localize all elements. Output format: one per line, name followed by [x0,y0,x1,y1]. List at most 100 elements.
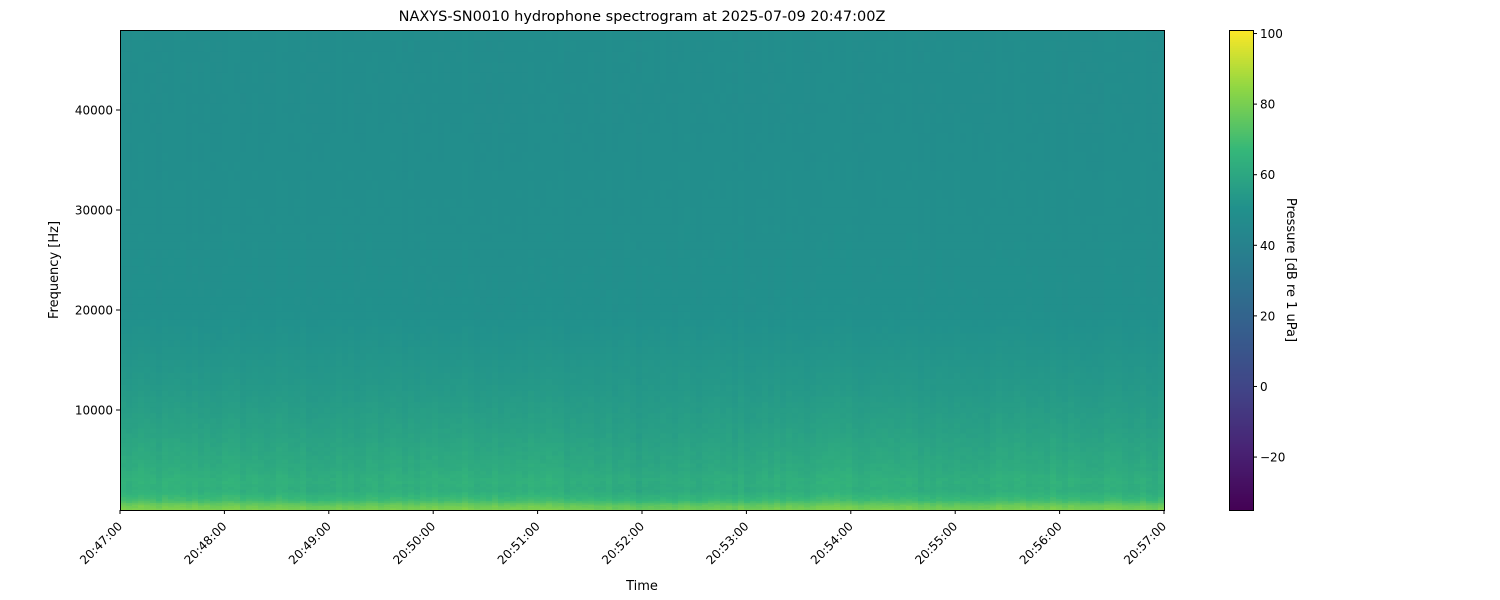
heatmap-cell [264,446,271,452]
heatmap-cell [1002,502,1009,505]
heatmap-cell [432,446,439,452]
heatmap-cell [966,508,973,510]
heatmap-cell [912,473,919,478]
heatmap-cell [528,504,535,507]
heatmap-cell [1158,486,1165,490]
heatmap-cell [636,486,643,490]
heatmap-cell [1158,459,1165,464]
heatmap-cell [1146,483,1153,488]
heatmap-cell [960,480,967,485]
heatmap-cell [858,506,865,509]
heatmap-cell [1038,500,1045,503]
heatmap-cell [690,466,697,472]
heatmap-cell [306,498,313,502]
heatmap-cell [786,505,793,508]
heatmap-cell [522,483,529,488]
heatmap-cell [966,498,973,502]
heatmap-cell [408,496,415,500]
heatmap-cell [1008,508,1015,510]
heatmap-cell [906,496,913,500]
heatmap-cell [576,466,583,472]
heatmap-cell [642,500,649,503]
heatmap-cell [354,494,361,498]
heatmap-cell [552,486,559,490]
heatmap-cell [270,508,277,510]
heatmap-cell [828,470,835,475]
heatmap-cell [948,494,955,498]
heatmap-cell [756,473,763,478]
heatmap-cell [768,486,775,490]
heatmap-cell [1128,494,1135,498]
heatmap-cell [660,505,667,508]
heatmap-cell [636,496,643,500]
heatmap-cell [540,446,547,452]
heatmap-cell [150,455,157,460]
heatmap-cell [144,496,151,500]
heatmap-cell [462,491,469,495]
heatmap-cell [348,496,355,500]
heatmap-cell [696,498,703,502]
heatmap-cell [744,437,751,443]
heatmap-cell [588,507,595,510]
heatmap-cell [774,459,781,464]
heatmap-cell [528,508,535,510]
heatmap-cell [978,437,985,443]
heatmap-cell [1128,491,1135,495]
heatmap-cell [996,473,1003,478]
heatmap-cell [528,506,535,509]
heatmap-cell [906,507,913,510]
heatmap-cell [990,506,997,509]
heatmap-cell [1008,504,1015,507]
heatmap-cell [840,473,847,478]
heatmap-cell [1044,473,1051,478]
heatmap-cell [702,470,709,475]
heatmap-cell [276,437,283,443]
heatmap-cell [954,508,961,510]
heatmap-cell [486,508,493,510]
heatmap-cell [378,466,385,472]
heatmap-cell [402,489,409,493]
heatmap-cell [888,496,895,500]
heatmap-cell [876,480,883,485]
heatmap-cell [840,450,847,456]
heatmap-cell [132,437,139,443]
heatmap-cell [768,480,775,485]
heatmap-cell [450,432,457,439]
heatmap-cell [798,508,805,510]
heatmap-cell [558,473,565,478]
heatmap-cell [978,500,985,503]
heatmap-cell [672,480,679,485]
heatmap-cell [168,480,175,485]
heatmap-cell [390,455,397,460]
heatmap-cell [420,508,427,510]
heatmap-cell [492,506,499,509]
heatmap-cell [1080,496,1087,500]
heatmap-cell [564,480,571,485]
heatmap-cell [990,507,997,510]
heatmap-cell [240,504,247,507]
heatmap-cell [180,455,187,460]
heatmap-cell [942,483,949,488]
heatmap-cell [480,483,487,488]
heatmap-cell [180,470,187,475]
heatmap-cell [876,507,883,510]
heatmap-cell [822,494,829,498]
heatmap-cell [714,498,721,502]
heatmap-cell [126,455,133,460]
heatmap-cell [660,455,667,460]
heatmap-cell [156,450,163,456]
heatmap-cell [870,486,877,490]
heatmap-cell [474,473,481,478]
heatmap-cell [636,489,643,493]
heatmap-cell [330,496,337,500]
heatmap-cell [858,463,865,468]
heatmap-cell [300,486,307,490]
heatmap-cell [192,446,199,452]
heatmap-cell [1050,506,1057,509]
heatmap-cell [558,466,565,472]
heatmap-cell [1098,450,1105,456]
heatmap-cell [846,466,853,472]
heatmap-cell [642,496,649,500]
heatmap-cell [1158,483,1165,488]
heatmap-cell [420,504,427,507]
